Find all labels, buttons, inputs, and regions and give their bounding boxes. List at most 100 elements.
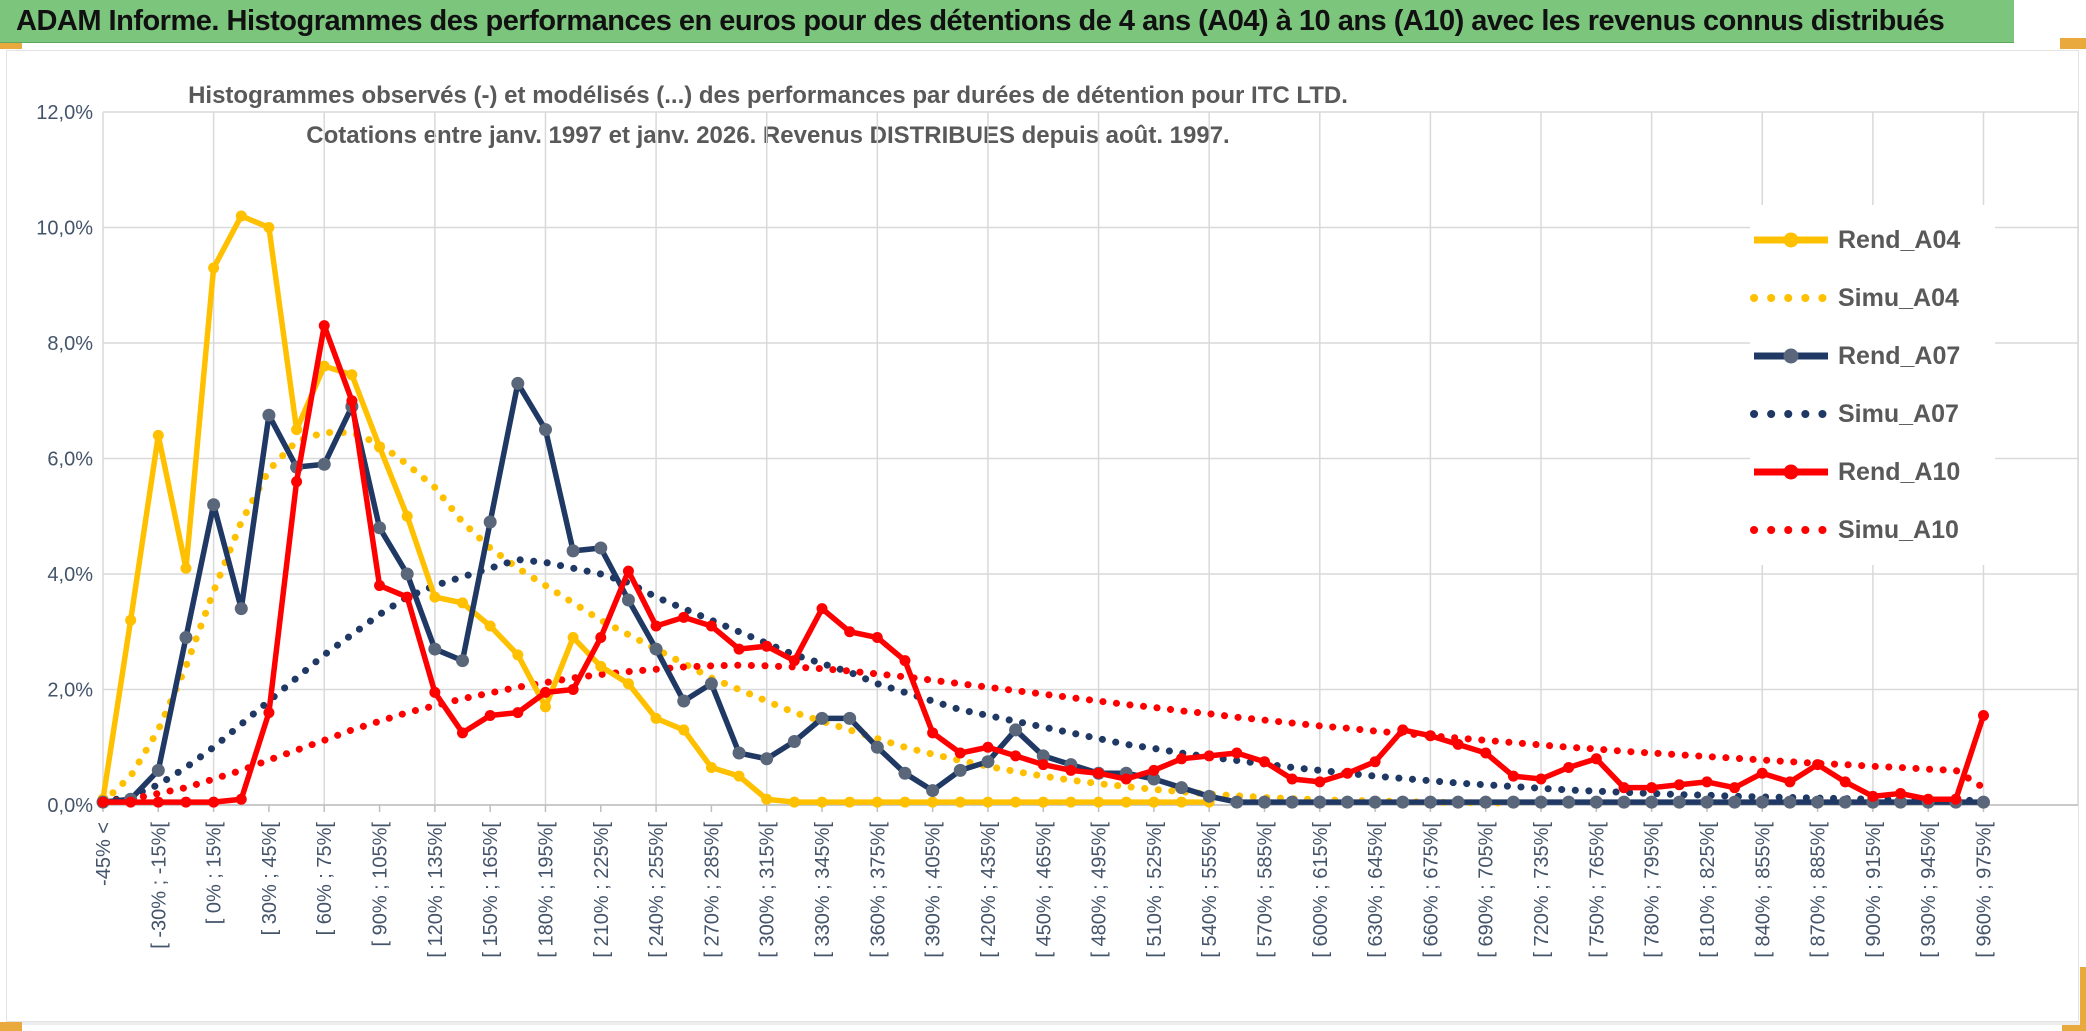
series-Rend_A07-marker — [1313, 795, 1327, 809]
x-axis-label: [ 300% ; 315%[ — [757, 822, 779, 958]
series-Rend_A10-marker — [622, 565, 634, 577]
series-Rend_A07-marker — [566, 544, 580, 558]
x-axis-label: [ 810% ; 825%[ — [1697, 822, 1719, 958]
x-axis-label: [ 0% ; 15%[ — [204, 822, 226, 925]
legend-item-Rend_A07[interactable]: Rend_A07 — [1750, 327, 1995, 385]
series-Rend_A10-marker — [208, 796, 220, 808]
x-axis-label: [ 150% ; 165%[ — [480, 822, 502, 958]
series-Rend_A04-marker — [318, 360, 330, 372]
series-Rend_A04-marker — [816, 796, 828, 808]
accent-bottom-left — [0, 1022, 22, 1031]
series-Rend_A07-marker — [1755, 795, 1769, 809]
x-axis-label: [ 540% ; 555%[ — [1199, 822, 1221, 958]
legend-swatch-Rend_A10 — [1754, 464, 1828, 480]
series-Rend_A04-marker — [291, 424, 303, 436]
series-Rend_A10-marker — [788, 655, 800, 667]
series-Rend_A10-marker — [180, 796, 192, 808]
chart-legend[interactable]: Rend_A04 Simu_A04 Rend_A07 Simu_A07 Rend_A10… — [1750, 205, 1995, 565]
series-Rend_A04-marker — [733, 770, 745, 782]
series-Rend_A10-marker — [1397, 724, 1409, 736]
series-Rend_A10-marker — [1646, 782, 1658, 794]
series-Rend_A10-marker — [1480, 747, 1492, 759]
x-axis-label: [ 690% ; 705%[ — [1476, 822, 1498, 958]
series-Rend_A10-marker — [1093, 767, 1105, 779]
series-Rend_A07-marker — [732, 746, 746, 760]
legend-item-Simu_A04[interactable]: Simu_A04 — [1750, 269, 1995, 327]
series-Rend_A10-marker — [484, 709, 496, 721]
accent-under-banner-left — [0, 43, 22, 49]
x-axis-label: [ 330% ; 345%[ — [812, 822, 834, 958]
series-Rend_A10-marker — [1369, 756, 1381, 768]
series-Rend_A04-marker — [125, 614, 137, 626]
series-Rend_A10-marker — [263, 707, 275, 719]
series-Rend_A07-marker — [538, 423, 552, 437]
series-Rend_A10-marker — [871, 632, 883, 644]
series-Rend_A10-marker — [1424, 730, 1436, 742]
series-Rend_A04-marker — [844, 796, 856, 808]
series-Rend_A07-marker — [1672, 795, 1686, 809]
series-Rend_A04-marker — [788, 796, 800, 808]
x-axis-label: [ 60% ; 75%[ — [314, 822, 336, 936]
x-axis-label: [ 210% ; 225%[ — [591, 822, 613, 958]
series-Rend_A10-marker — [1203, 750, 1215, 762]
series-Rend_A10-marker — [1010, 750, 1022, 762]
x-axis-label: [ 900% ; 915%[ — [1863, 822, 1885, 958]
legend-label-Rend_A04: Rend_A04 — [1838, 225, 1961, 254]
series-Rend_A07-marker — [843, 711, 857, 725]
legend-swatch-Simu_A04 — [1750, 294, 1832, 302]
x-axis-label: [ 720% ; 735%[ — [1531, 822, 1553, 958]
y-axis-label: 10,0% — [36, 218, 93, 240]
x-axis-label: [ 600% ; 615%[ — [1310, 822, 1332, 958]
series-Rend_A07-marker — [981, 755, 995, 769]
series-Rend_A07-marker — [1175, 781, 1189, 795]
legend-item-Rend_A10[interactable]: Rend_A10 — [1750, 443, 1995, 501]
series-Rend_A07-marker — [926, 784, 940, 798]
series-Rend_A04-marker — [429, 591, 441, 603]
x-axis-label: [ 510% ; 525%[ — [1144, 822, 1166, 958]
series-Rend_A07-marker — [179, 631, 193, 645]
series-Rend_A07-marker — [456, 654, 470, 668]
series-Rend_A10-marker — [678, 611, 690, 623]
series-Rend_A07-marker — [511, 376, 525, 390]
series-Rend_A04-marker — [1010, 796, 1022, 808]
series-Rend_A07-marker — [317, 457, 331, 471]
series-Rend_A10-marker — [650, 620, 662, 632]
series-Rend_A07-marker — [207, 498, 221, 512]
series-Rend_A07-marker — [1036, 749, 1050, 763]
chart-title-line1: Histogrammes observés (-) et modélisés (… — [188, 82, 1348, 109]
series-Rend_A10-marker — [1729, 782, 1741, 794]
series-Rend_A10-marker — [1978, 709, 1989, 721]
series-Rend_A10-marker — [291, 476, 303, 488]
series-Rend_A07-marker — [1147, 772, 1161, 786]
series-Simu_A10-dotted-line — [99, 661, 1987, 806]
series-Rend_A07-marker — [373, 521, 387, 535]
series-Rend_A07-marker — [594, 541, 608, 555]
legend-label-Rend_A07: Rend_A07 — [1838, 341, 1961, 370]
series-Rend_A07-marker — [1645, 795, 1659, 809]
series-Rend_A10-marker — [97, 796, 109, 808]
series-Rend_A04-marker — [152, 429, 164, 441]
series-Rend_A07-marker — [262, 408, 276, 422]
series-Rend_A04-marker — [622, 678, 634, 690]
x-axis-label: [ 120% ; 135%[ — [425, 822, 447, 958]
x-axis-label: [ 750% ; 765%[ — [1586, 822, 1608, 958]
chart-frame[interactable] — [6, 50, 2079, 1022]
series-Rend_A10-marker — [457, 727, 469, 739]
legend-item-Rend_A04[interactable]: Rend_A04 — [1750, 211, 1995, 269]
series-Rend_A07-marker — [870, 740, 884, 754]
legend-item-Simu_A10[interactable]: Simu_A10 — [1750, 501, 1995, 559]
series-Rend_A04-marker — [346, 369, 358, 381]
x-axis-label: [ 570% ; 585%[ — [1254, 822, 1276, 958]
series-Rend_A04-marker — [484, 620, 496, 632]
series-Rend_A10-marker — [346, 395, 358, 407]
legend-swatch-Simu_A07 — [1750, 410, 1832, 418]
series-Rend_A04-marker — [401, 510, 413, 522]
legend-item-Simu_A07[interactable]: Simu_A07 — [1750, 385, 1995, 443]
series-Rend_A04-marker — [705, 761, 717, 773]
series-Rend_A10-marker — [1148, 764, 1160, 776]
accent-top-right — [2060, 38, 2086, 49]
series-Rend_A04-marker — [457, 597, 469, 609]
series-Rend_A07-marker — [1396, 795, 1410, 809]
series-Rend_A07-marker — [1230, 795, 1244, 809]
